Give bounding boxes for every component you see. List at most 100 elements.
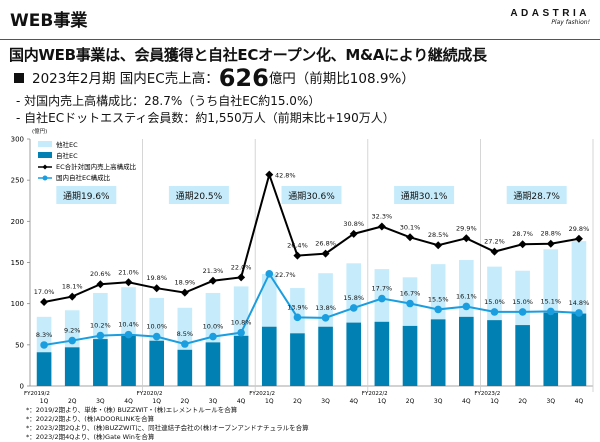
own-ratio-data-label: 13.8% (315, 304, 336, 312)
fiscal-year-label: FY2019/2 (24, 391, 50, 397)
quarter-label: 4Q (237, 398, 246, 405)
total-ratio-point (546, 239, 555, 248)
own-ratio-point (237, 328, 245, 337)
total-ratio-point (518, 240, 527, 249)
total-ratio-point (208, 276, 217, 285)
own-ratio-point (378, 294, 386, 303)
total-ratio-data-label: 32.3% (372, 212, 393, 220)
bar-own-ec (402, 325, 418, 386)
quarter-label: 1Q (265, 398, 274, 405)
own-ratio-point (181, 340, 189, 348)
adastria-logo: ADASTRIA Play fashion! (510, 8, 590, 26)
bar-other-ec (233, 286, 249, 336)
header-divider (0, 39, 600, 40)
y-tick-label: 100 (11, 300, 24, 308)
legend-swatch-other-ec (38, 141, 52, 147)
annual-ratio-label: 通期30.1% (401, 191, 448, 202)
bar-other-ec (487, 266, 502, 321)
bar-own-ec (487, 320, 502, 386)
own-ratio-data-label: 22.7% (275, 271, 296, 279)
fiscal-year-label: FY2021/2 (249, 391, 275, 397)
quarter-label: 1Q (152, 398, 161, 405)
legend-label: 他社EC (56, 140, 78, 149)
bar-own-ec (177, 349, 193, 386)
y-axis-unit: (億円) (32, 129, 48, 135)
bullet-ratio: - 対国内売上高構成比：28.7%（うち自社EC約15.0%） (16, 94, 321, 108)
quarter-label: 1Q (378, 398, 387, 405)
section-title: WEB事業 (10, 11, 88, 31)
annual-ratio-label: 通期28.7% (513, 191, 560, 202)
quarter-label: 2Q (406, 398, 415, 405)
bar-other-ec (318, 273, 333, 327)
total-ratio-data-label: 29.9% (456, 224, 477, 232)
kpi-suffix: 億円（前期比108.9%） (268, 71, 415, 87)
kpi-prefix: 2023年2月期 国内EC売上高： (32, 71, 219, 87)
bar-other-ec (459, 260, 474, 317)
own-ratio-data-label: 15.1% (540, 297, 561, 305)
total-ratio-point (490, 247, 499, 256)
bar-own-ec (374, 321, 390, 386)
logo-brand: ADASTRIA (510, 8, 590, 19)
own-ratio-data-label: 15.0% (512, 298, 533, 306)
bar-own-ec (318, 326, 333, 386)
annual-ratio-box (506, 186, 567, 204)
y-tick-label: 300 (11, 136, 24, 144)
total-ratio-point (321, 249, 330, 258)
total-ratio-data-label: 26.4% (287, 242, 308, 250)
total-ratio-point (180, 288, 189, 297)
annual-ratio-box (168, 186, 229, 204)
total-ratio-data-label: 28.5% (428, 231, 449, 239)
fiscal-year-label: FY2022/2 (362, 391, 388, 397)
own-ratio-data-label: 15.5% (428, 295, 449, 303)
own-ratio-data-label: 9.2% (64, 327, 81, 335)
total-ratio-point (237, 273, 246, 282)
total-ratio-point (293, 251, 302, 260)
own-ratio-data-label: 16.7% (400, 290, 421, 298)
legend-swatch-own-ec (38, 152, 52, 158)
bar-own-ec (261, 326, 277, 386)
bar-own-ec (430, 319, 446, 386)
total-ratio-point (40, 298, 49, 307)
total-ratio-data-label: 30.1% (400, 223, 421, 231)
quarter-label: 4Q (124, 398, 133, 405)
legend-label: 自社EC (56, 151, 78, 160)
total-ratio-data-label: 42.8% (275, 172, 296, 180)
bar-other-ec (290, 288, 305, 334)
y-tick-label: 50 (15, 341, 24, 349)
footnote: *：2023/2期2Qより、(株)BUZZWITに、同社連結子会社の(株)オープ… (26, 424, 309, 432)
legend-diamond-icon (42, 164, 48, 170)
legend-circle-icon (42, 175, 48, 181)
own-ratio-point (462, 302, 471, 311)
bar-own-ec (121, 335, 136, 386)
own-ratio-point (349, 304, 358, 312)
y-tick-label: 0 (20, 383, 24, 391)
own-ratio-point (40, 341, 48, 349)
bar-other-ec (571, 241, 587, 314)
bar-other-ec (149, 297, 164, 341)
quarter-label: 3Q (209, 398, 218, 405)
total-ratio-point (377, 222, 386, 231)
total-ratio-point (124, 278, 133, 287)
total-ratio-point (152, 284, 161, 293)
own-ratio-point (124, 330, 133, 339)
headline: 国内WEB事業は、会員獲得と自社ECオープン化、M&Aにより継続成長 (9, 46, 487, 64)
annual-ratio-box (394, 186, 455, 204)
annual-ratio-label: 通期20.5% (176, 191, 223, 202)
bar-own-ec (543, 312, 559, 386)
bar-own-ec (36, 352, 52, 386)
quarter-label: 3Q (547, 398, 556, 405)
kpi-value: 626 (218, 64, 269, 92)
own-ratio-data-label: 13.9% (287, 303, 308, 311)
bar-own-ec (64, 347, 80, 386)
bar-own-ec (290, 333, 305, 386)
bar-own-ec (515, 325, 530, 386)
total-ratio-data-label: 21.0% (118, 268, 139, 276)
logo-tagline: Play fashion! (551, 19, 590, 26)
total-ratio-data-label: 20.6% (90, 270, 111, 278)
total-ratio-data-label: 27.2% (484, 238, 505, 246)
footnote: *：2022/2期より、(株)ADOORLINKを合算 (26, 415, 155, 423)
bullet-square-icon (14, 73, 24, 83)
own-ratio-point (490, 308, 499, 316)
total-ratio-data-label: 30.8% (343, 220, 364, 228)
y-tick-label: 150 (11, 259, 24, 267)
